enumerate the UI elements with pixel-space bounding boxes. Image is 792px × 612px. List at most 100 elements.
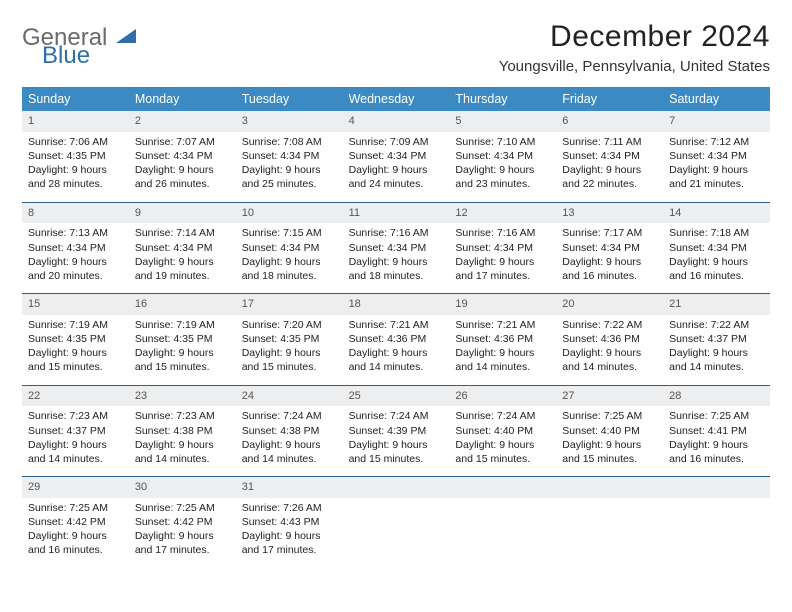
daylight-text-2: and 21 minutes. [669, 177, 764, 191]
sunset-text: Sunset: 4:34 PM [455, 149, 550, 163]
day-cell: 24Sunrise: 7:24 AMSunset: 4:38 PMDayligh… [236, 386, 343, 469]
week-row: 8Sunrise: 7:13 AMSunset: 4:34 PMDaylight… [22, 202, 770, 286]
day-cell [663, 477, 770, 560]
daylight-text-2: and 23 minutes. [455, 177, 550, 191]
daylight-text-2: and 15 minutes. [562, 452, 657, 466]
daylight-text-1: Daylight: 9 hours [242, 163, 337, 177]
sunrise-text: Sunrise: 7:25 AM [562, 409, 657, 423]
daylight-text-2: and 14 minutes. [242, 452, 337, 466]
day-cell: 5Sunrise: 7:10 AMSunset: 4:34 PMDaylight… [449, 111, 556, 194]
day-number: 16 [129, 294, 236, 315]
sunrise-text: Sunrise: 7:18 AM [669, 226, 764, 240]
sunset-text: Sunset: 4:34 PM [669, 241, 764, 255]
daylight-text-2: and 18 minutes. [349, 269, 444, 283]
daylight-text-1: Daylight: 9 hours [242, 255, 337, 269]
daylight-text-1: Daylight: 9 hours [349, 255, 444, 269]
day-cell: 4Sunrise: 7:09 AMSunset: 4:34 PMDaylight… [343, 111, 450, 194]
daylight-text-2: and 15 minutes. [242, 360, 337, 374]
day-body: Sunrise: 7:25 AMSunset: 4:42 PMDaylight:… [22, 498, 129, 560]
sunset-text: Sunset: 4:40 PM [455, 424, 550, 438]
sunset-text: Sunset: 4:35 PM [242, 332, 337, 346]
daylight-text-1: Daylight: 9 hours [135, 529, 230, 543]
day-body: Sunrise: 7:14 AMSunset: 4:34 PMDaylight:… [129, 223, 236, 285]
daylight-text-2: and 17 minutes. [455, 269, 550, 283]
sunrise-text: Sunrise: 7:19 AM [28, 318, 123, 332]
sunset-text: Sunset: 4:38 PM [135, 424, 230, 438]
sunset-text: Sunset: 4:34 PM [135, 149, 230, 163]
sunrise-text: Sunrise: 7:23 AM [28, 409, 123, 423]
day-number [449, 477, 556, 498]
day-number: 23 [129, 386, 236, 407]
day-cell: 15Sunrise: 7:19 AMSunset: 4:35 PMDayligh… [22, 294, 129, 377]
day-cell: 25Sunrise: 7:24 AMSunset: 4:39 PMDayligh… [343, 386, 450, 469]
day-number: 5 [449, 111, 556, 132]
day-number [343, 477, 450, 498]
day-number: 29 [22, 477, 129, 498]
daylight-text-1: Daylight: 9 hours [135, 255, 230, 269]
sunset-text: Sunset: 4:34 PM [562, 241, 657, 255]
day-number: 18 [343, 294, 450, 315]
day-number: 22 [22, 386, 129, 407]
daylight-text-2: and 22 minutes. [562, 177, 657, 191]
brand-text: General Blue [22, 26, 138, 68]
day-cell: 10Sunrise: 7:15 AMSunset: 4:34 PMDayligh… [236, 203, 343, 286]
day-cell: 6Sunrise: 7:11 AMSunset: 4:34 PMDaylight… [556, 111, 663, 194]
day-body: Sunrise: 7:15 AMSunset: 4:34 PMDaylight:… [236, 223, 343, 285]
day-body: Sunrise: 7:19 AMSunset: 4:35 PMDaylight:… [129, 315, 236, 377]
day-cell: 13Sunrise: 7:17 AMSunset: 4:34 PMDayligh… [556, 203, 663, 286]
day-body: Sunrise: 7:25 AMSunset: 4:41 PMDaylight:… [663, 406, 770, 468]
daylight-text-1: Daylight: 9 hours [562, 255, 657, 269]
sunrise-text: Sunrise: 7:10 AM [455, 135, 550, 149]
daylight-text-2: and 16 minutes. [28, 543, 123, 557]
day-number: 11 [343, 203, 450, 224]
daylight-text-2: and 24 minutes. [349, 177, 444, 191]
sunset-text: Sunset: 4:34 PM [135, 241, 230, 255]
day-number: 28 [663, 386, 770, 407]
page-header: General Blue December 2024 Youngsville, … [22, 20, 770, 75]
title-block: December 2024 Youngsville, Pennsylvania,… [499, 20, 770, 75]
brand-sail-icon [116, 32, 138, 49]
daylight-text-2: and 17 minutes. [135, 543, 230, 557]
sunrise-text: Sunrise: 7:22 AM [669, 318, 764, 332]
sunrise-text: Sunrise: 7:16 AM [455, 226, 550, 240]
day-body: Sunrise: 7:21 AMSunset: 4:36 PMDaylight:… [449, 315, 556, 377]
calendar: SundayMondayTuesdayWednesdayThursdayFrid… [22, 87, 770, 560]
day-number: 19 [449, 294, 556, 315]
sunset-text: Sunset: 4:34 PM [28, 241, 123, 255]
day-number: 27 [556, 386, 663, 407]
day-cell: 27Sunrise: 7:25 AMSunset: 4:40 PMDayligh… [556, 386, 663, 469]
sunrise-text: Sunrise: 7:09 AM [349, 135, 444, 149]
day-body: Sunrise: 7:25 AMSunset: 4:40 PMDaylight:… [556, 406, 663, 468]
sunset-text: Sunset: 4:42 PM [28, 515, 123, 529]
day-number: 12 [449, 203, 556, 224]
day-body: Sunrise: 7:24 AMSunset: 4:39 PMDaylight:… [343, 406, 450, 468]
day-body: Sunrise: 7:22 AMSunset: 4:36 PMDaylight:… [556, 315, 663, 377]
day-body: Sunrise: 7:06 AMSunset: 4:35 PMDaylight:… [22, 132, 129, 194]
day-body: Sunrise: 7:16 AMSunset: 4:34 PMDaylight:… [449, 223, 556, 285]
sunset-text: Sunset: 4:34 PM [242, 149, 337, 163]
week-row: 1Sunrise: 7:06 AMSunset: 4:35 PMDaylight… [22, 111, 770, 194]
day-cell: 30Sunrise: 7:25 AMSunset: 4:42 PMDayligh… [129, 477, 236, 560]
day-number: 2 [129, 111, 236, 132]
daylight-text-2: and 26 minutes. [135, 177, 230, 191]
day-body: Sunrise: 7:24 AMSunset: 4:40 PMDaylight:… [449, 406, 556, 468]
sunset-text: Sunset: 4:36 PM [562, 332, 657, 346]
daylight-text-2: and 14 minutes. [669, 360, 764, 374]
day-body: Sunrise: 7:23 AMSunset: 4:37 PMDaylight:… [22, 406, 129, 468]
daylight-text-2: and 18 minutes. [242, 269, 337, 283]
daylight-text-2: and 19 minutes. [135, 269, 230, 283]
sunrise-text: Sunrise: 7:06 AM [28, 135, 123, 149]
day-cell: 12Sunrise: 7:16 AMSunset: 4:34 PMDayligh… [449, 203, 556, 286]
day-cell: 20Sunrise: 7:22 AMSunset: 4:36 PMDayligh… [556, 294, 663, 377]
day-number: 14 [663, 203, 770, 224]
sunrise-text: Sunrise: 7:26 AM [242, 501, 337, 515]
daylight-text-1: Daylight: 9 hours [242, 529, 337, 543]
sunrise-text: Sunrise: 7:24 AM [242, 409, 337, 423]
day-body: Sunrise: 7:20 AMSunset: 4:35 PMDaylight:… [236, 315, 343, 377]
daylight-text-1: Daylight: 9 hours [669, 255, 764, 269]
day-body: Sunrise: 7:25 AMSunset: 4:42 PMDaylight:… [129, 498, 236, 560]
day-cell: 1Sunrise: 7:06 AMSunset: 4:35 PMDaylight… [22, 111, 129, 194]
day-cell: 22Sunrise: 7:23 AMSunset: 4:37 PMDayligh… [22, 386, 129, 469]
day-cell: 17Sunrise: 7:20 AMSunset: 4:35 PMDayligh… [236, 294, 343, 377]
day-cell: 3Sunrise: 7:08 AMSunset: 4:34 PMDaylight… [236, 111, 343, 194]
